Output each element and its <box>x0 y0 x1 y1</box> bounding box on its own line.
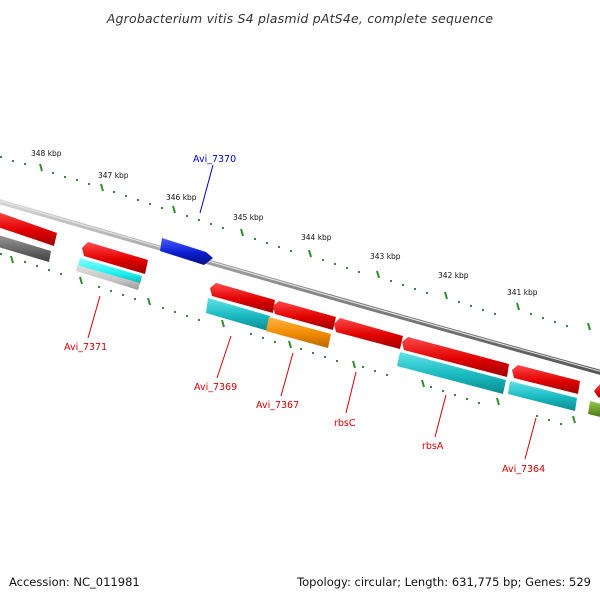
tick-label: 345 kbp <box>233 213 264 222</box>
tick-label: 348 kbp <box>31 149 62 158</box>
gene-feature[interactable] <box>76 265 140 290</box>
accession-text: Accession: NC_011981 <box>9 575 140 589</box>
gene-feature[interactable] <box>266 317 331 348</box>
plasmid-backbone <box>0 199 600 375</box>
gene-feature[interactable] <box>0 211 57 246</box>
gene-feature-avi-7369[interactable] <box>210 283 275 313</box>
gene-feature[interactable] <box>78 258 142 284</box>
gene-label-avi-7371[interactable]: Avi_7371 <box>64 342 107 353</box>
outer-tick-ring <box>0 156 568 327</box>
tick-label: 342 kbp <box>438 271 469 280</box>
tick-label: 343 kbp <box>370 252 401 261</box>
gene-label-rbsa[interactable]: rbsA <box>422 441 444 452</box>
outer-major-ticks <box>39 163 591 331</box>
gene-feature[interactable] <box>588 401 600 418</box>
gene-feature-avi-7367[interactable] <box>273 301 336 330</box>
tick-label: 344 kbp <box>301 233 332 242</box>
tick-label: 346 kbp <box>166 193 197 202</box>
tick-label: 341 kbp <box>507 288 538 297</box>
gene-feature-rbsc[interactable] <box>334 318 403 349</box>
gene-feature-rbsa[interactable] <box>402 337 509 377</box>
gene-feature-avi-7370[interactable] <box>160 238 213 265</box>
gene-label-avi-7369[interactable]: Avi_7369 <box>194 382 237 393</box>
gene-labels: Avi_7370 Avi_7371 Avi_7369 Avi_7367 rbsC… <box>64 154 545 475</box>
label-callouts <box>87 164 537 460</box>
gene-label-avi-7370[interactable]: Avi_7370 <box>193 154 236 165</box>
gene-feature[interactable] <box>206 298 270 331</box>
gene-feature[interactable] <box>508 381 577 411</box>
tick-label: 347 kbp <box>98 171 129 180</box>
gene-feature-avi-7371[interactable] <box>82 242 148 274</box>
scale-labels: 348 kbp 347 kbp 346 kbp 345 kbp 344 kbp … <box>31 149 538 297</box>
gene-feature-avi-7364[interactable] <box>512 365 580 394</box>
gene-feature[interactable] <box>594 384 600 399</box>
gene-label-avi-7367[interactable]: Avi_7367 <box>256 400 299 411</box>
gene-feature[interactable] <box>397 352 506 394</box>
gene-label-avi-7364[interactable]: Avi_7364 <box>502 464 545 475</box>
inner-major-ticks <box>10 255 576 424</box>
gene-features <box>0 211 600 418</box>
gene-feature[interactable] <box>0 234 51 262</box>
topology-text: Topology: circular; Length: 631,775 bp; … <box>297 575 591 589</box>
inner-tick-ring <box>0 253 562 425</box>
gene-label-rbsc[interactable]: rbsC <box>334 418 356 429</box>
map-title: Agrobacterium vitis S4 plasmid pAtS4e, c… <box>106 11 494 26</box>
